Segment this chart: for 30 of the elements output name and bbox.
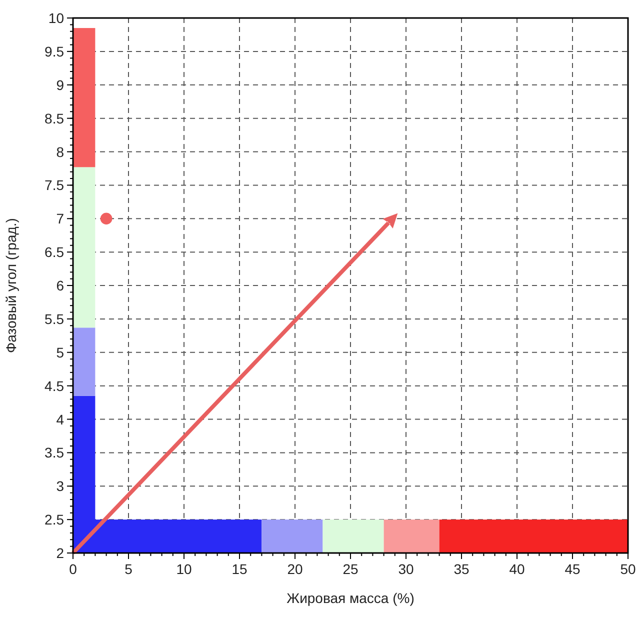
x-tick-label: 20 <box>287 561 303 577</box>
y-tick-label: 8 <box>56 144 64 160</box>
y-axis-title: Фазовый угол (град.) <box>3 218 19 353</box>
y-tick-label: 3 <box>56 478 64 494</box>
y-tick-label: 5 <box>56 344 64 360</box>
y-tick-label: 8.5 <box>44 110 64 126</box>
x-axis-title: Жировая масса (%) <box>286 590 414 606</box>
y-tick-label: 9.5 <box>44 43 64 60</box>
y-tick-label: 5.5 <box>44 310 64 327</box>
y-tick-label: 6.5 <box>44 244 64 260</box>
y-tick-label: 3.5 <box>44 444 64 461</box>
y-tick-label: 7 <box>56 210 64 227</box>
x-tick-label: 15 <box>232 561 248 577</box>
y-tick-label: 2.5 <box>44 512 64 528</box>
y-tick-label: 9 <box>56 76 64 93</box>
y-tick-label: 10 <box>48 10 64 26</box>
y-tick-label: 4 <box>56 411 64 428</box>
x-tick-label: 50 <box>620 561 636 577</box>
y-tick-label: 7.5 <box>44 177 64 194</box>
y-tick-label: 6 <box>56 278 64 294</box>
x-tick-label: 30 <box>398 561 414 577</box>
x-tick-label: 40 <box>509 561 525 577</box>
y-tick-label: 2 <box>56 545 64 561</box>
x-tick-label: 35 <box>454 561 470 577</box>
x-tick-label: 0 <box>69 561 78 577</box>
x-tick-label: 10 <box>176 561 192 577</box>
x-tick-label: 25 <box>342 561 358 577</box>
x-tick-label: 45 <box>564 561 580 577</box>
x-tick-label: 5 <box>124 561 133 577</box>
y-tick-label: 4.5 <box>44 378 64 394</box>
